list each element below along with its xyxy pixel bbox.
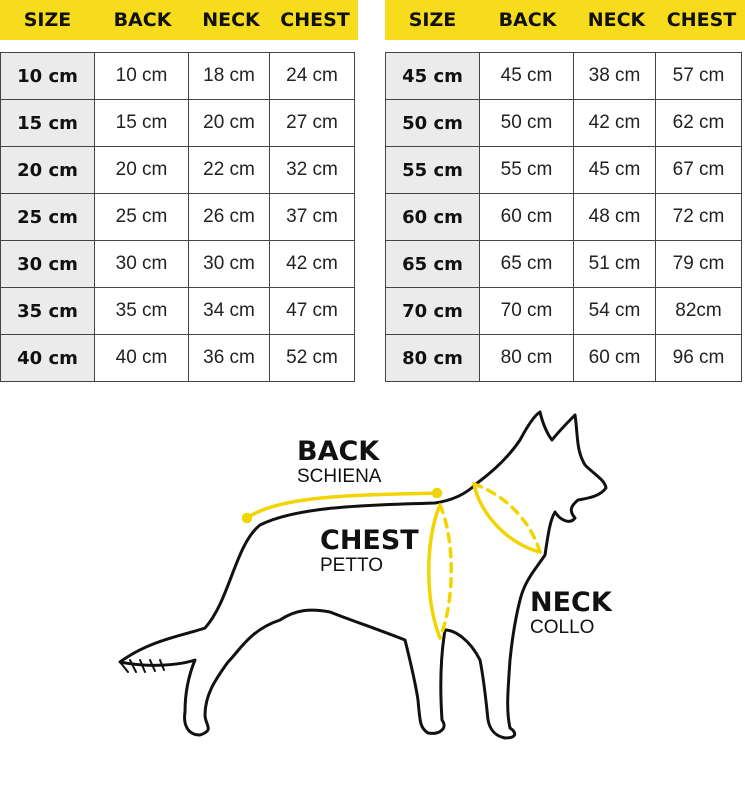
neck-cell: 38 cm: [573, 52, 656, 100]
neck-cell: 20 cm: [188, 99, 270, 147]
header-back: BACK: [498, 9, 557, 31]
chest-cell: 82cm: [655, 287, 742, 335]
chest-cell: 57 cm: [655, 52, 742, 100]
neck-cell: 60 cm: [573, 334, 656, 382]
neck-measure-loop-back: [472, 482, 542, 554]
table-row: 45 cm 45 cm 38 cm 57 cm: [385, 52, 742, 100]
table-row: 15 cm 15 cm 20 cm 27 cm: [0, 99, 355, 147]
size-cell: 80 cm: [385, 334, 480, 382]
back-measure-end: [431, 487, 443, 499]
size-cell: 15 cm: [0, 99, 95, 147]
table-row: 55 cm 55 cm 45 cm 67 cm: [385, 146, 742, 194]
table-row: 40 cm 40 cm 36 cm 52 cm: [0, 334, 355, 382]
chest-cell: 67 cm: [655, 146, 742, 194]
chest-cell: 37 cm: [269, 193, 355, 241]
table-row: 70 cm 70 cm 54 cm 82cm: [385, 287, 742, 335]
header-neck: NECK: [587, 9, 646, 31]
chest-measure-loop-back: [438, 503, 453, 640]
size-cell: 55 cm: [385, 146, 480, 194]
size-cell: 70 cm: [385, 287, 480, 335]
header-chest: CHEST: [666, 9, 737, 31]
chest-cell: 32 cm: [269, 146, 355, 194]
back-title: BACK: [297, 436, 380, 467]
table-row: 80 cm 80 cm 60 cm 96 cm: [385, 334, 742, 382]
table-row: 60 cm 60 cm 48 cm 72 cm: [385, 193, 742, 241]
neck-label: NECK COLLO: [530, 588, 612, 638]
dog-outline: [118, 410, 608, 740]
table-header: SIZE BACK NECK CHEST: [0, 0, 358, 40]
neck-title: NECK: [530, 587, 612, 618]
header-back: BACK: [113, 9, 172, 31]
chest-cell: 96 cm: [655, 334, 742, 382]
header-size: SIZE: [408, 9, 457, 31]
neck-subtitle: COLLO: [530, 617, 595, 638]
header-chest: CHEST: [280, 9, 350, 31]
back-cell: 45 cm: [479, 52, 574, 100]
size-cell: 25 cm: [0, 193, 95, 241]
back-cell: 40 cm: [94, 334, 189, 382]
back-measure-line: [245, 491, 439, 520]
back-cell: 10 cm: [94, 52, 189, 100]
back-cell: 20 cm: [94, 146, 189, 194]
chest-title: CHEST: [320, 525, 419, 556]
chest-cell: 62 cm: [655, 99, 742, 147]
size-cell: 50 cm: [385, 99, 480, 147]
neck-cell: 45 cm: [573, 146, 656, 194]
size-rows: 10 cm 10 cm 18 cm 24 cm 15 cm 15 cm 20 cm 27 cm…: [0, 52, 355, 382]
back-cell: 50 cm: [479, 99, 574, 147]
table-row: 65 cm 65 cm 51 cm 79 cm: [385, 240, 742, 288]
back-subtitle: SCHIENA: [297, 466, 382, 487]
chest-cell: 72 cm: [655, 193, 742, 241]
table-row: 25 cm 25 cm 26 cm 37 cm: [0, 193, 355, 241]
neck-cell: 30 cm: [188, 240, 270, 288]
size-cell: 40 cm: [0, 334, 95, 382]
neck-cell: 51 cm: [573, 240, 656, 288]
chest-subtitle: PETTO: [320, 555, 383, 576]
back-cell: 15 cm: [94, 99, 189, 147]
header-neck: NECK: [202, 9, 260, 31]
chest-cell: 79 cm: [655, 240, 742, 288]
back-cell: 60 cm: [479, 193, 574, 241]
dog-tail-fur: [119, 659, 165, 673]
chest-measure-loop: [427, 503, 442, 640]
chest-cell: 47 cm: [269, 287, 355, 335]
chest-cell: 27 cm: [269, 99, 355, 147]
neck-cell: 54 cm: [573, 287, 656, 335]
back-cell: 65 cm: [479, 240, 574, 288]
size-cell: 60 cm: [385, 193, 480, 241]
chest-cell: 42 cm: [269, 240, 355, 288]
neck-cell: 26 cm: [188, 193, 270, 241]
size-cell: 30 cm: [0, 240, 95, 288]
size-cell: 20 cm: [0, 146, 95, 194]
table-row: 20 cm 20 cm 22 cm 32 cm: [0, 146, 355, 194]
back-cell: 30 cm: [94, 240, 189, 288]
header-size: SIZE: [23, 9, 72, 31]
size-cell: 65 cm: [385, 240, 480, 288]
table-row: 10 cm 10 cm 18 cm 24 cm: [0, 52, 355, 100]
chest-label: CHEST PETTO: [320, 526, 419, 576]
table-row: 30 cm 30 cm 30 cm 42 cm: [0, 240, 355, 288]
neck-cell: 18 cm: [188, 52, 270, 100]
neck-cell: 34 cm: [188, 287, 270, 335]
back-label: BACK SCHIENA: [297, 437, 381, 487]
table-header: SIZE BACK NECK CHEST: [385, 0, 745, 40]
back-measure-end: [241, 512, 253, 524]
back-cell: 80 cm: [479, 334, 574, 382]
neck-measure-loop: [472, 482, 542, 554]
neck-cell: 22 cm: [188, 146, 270, 194]
size-rows: 45 cm 45 cm 38 cm 57 cm 50 cm 50 cm 42 cm 62 cm…: [385, 52, 742, 382]
size-cell: 45 cm: [385, 52, 480, 100]
neck-cell: 36 cm: [188, 334, 270, 382]
chest-cell: 52 cm: [269, 334, 355, 382]
chest-cell: 24 cm: [269, 52, 355, 100]
